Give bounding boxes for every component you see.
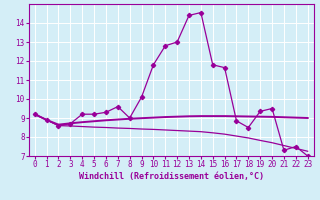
X-axis label: Windchill (Refroidissement éolien,°C): Windchill (Refroidissement éolien,°C) [79,172,264,181]
